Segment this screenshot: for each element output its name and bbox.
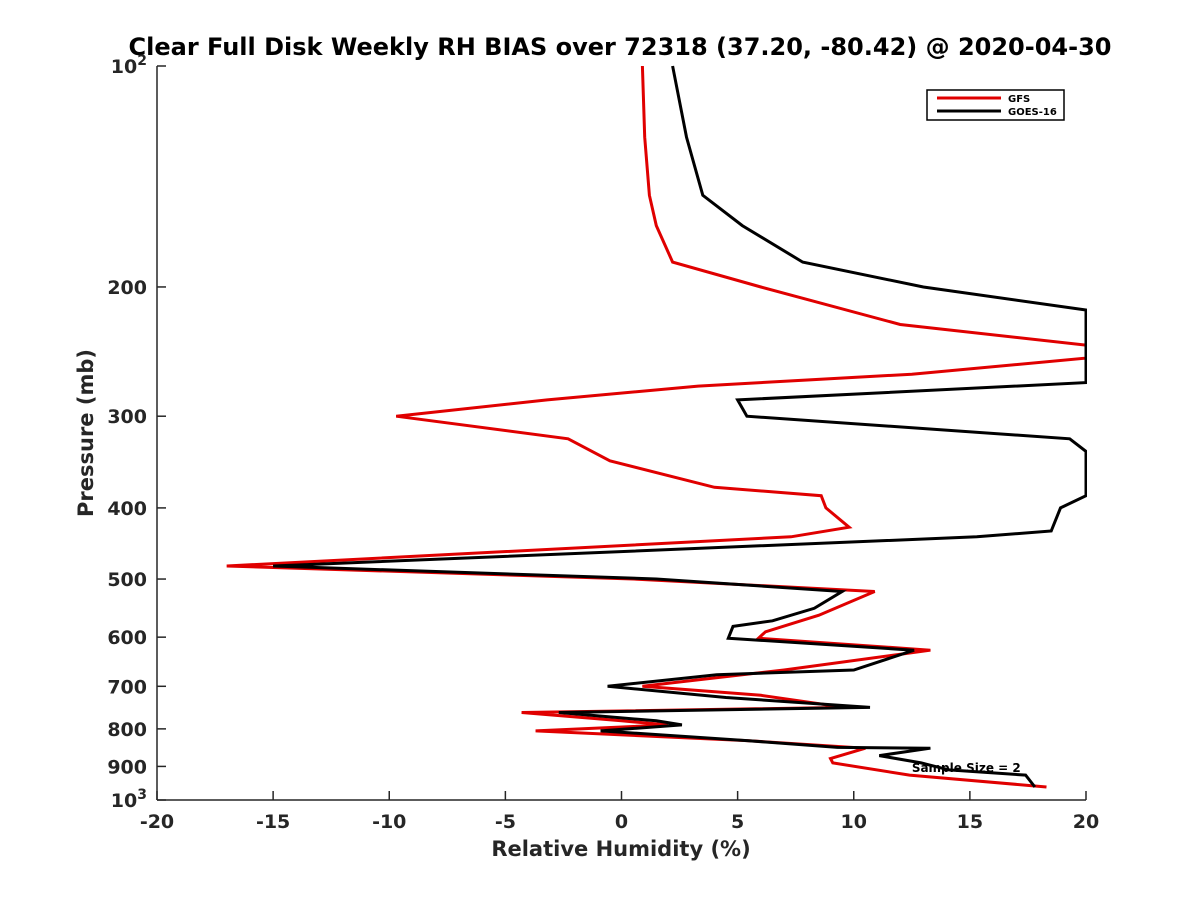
legend-label-goes16: GOES-16 (1008, 107, 1057, 118)
y-tick-label-top: 102 (111, 53, 147, 78)
x-tick-label: -5 (495, 811, 516, 833)
legend-label-gfs: GFS (1008, 94, 1030, 105)
sample-size-annotation: Sample Size = 2 (912, 761, 1021, 775)
x-tick-label: -15 (256, 811, 290, 833)
legend: GFS GOES-16 (926, 89, 1065, 121)
axes (156, 66, 1086, 801)
y-tick-label: 600 (107, 627, 147, 649)
x-tick-label: -20 (140, 811, 174, 833)
y-axis-label: Pressure (mb) (74, 349, 98, 517)
y-tick-label: 300 (107, 406, 147, 428)
y-tick-label: 900 (107, 756, 147, 778)
y-tick-label: 500 (107, 569, 147, 591)
y-ticks: 200 300 400 500 600 700 800 900 102 103 (107, 53, 166, 812)
legend-box (926, 89, 1065, 121)
x-tick-label: 0 (615, 811, 628, 833)
x-axis-label: Relative Humidity (%) (491, 837, 750, 861)
series-layer (226, 65, 1087, 789)
y-tick-label: 200 (107, 277, 147, 299)
x-tick-label: 5 (731, 811, 744, 833)
x-tick-label: 20 (1073, 811, 1099, 833)
x-tick-label: -10 (372, 811, 406, 833)
y-tick-label: 400 (107, 498, 147, 520)
x-ticks: -20 -15 -10 -5 0 5 10 15 20 (140, 791, 1099, 833)
chart-title: Clear Full Disk Weekly RH BIAS over 7231… (129, 33, 1112, 61)
series-line-goes16 (273, 65, 1087, 788)
x-tick-label: 10 (841, 811, 867, 833)
series-line-gfs (226, 65, 1087, 789)
x-tick-label: 15 (957, 811, 983, 833)
y-tick-label-bottom: 103 (111, 787, 147, 812)
y-tick-label: 700 (107, 676, 147, 698)
y-tick-label: 800 (107, 719, 147, 741)
